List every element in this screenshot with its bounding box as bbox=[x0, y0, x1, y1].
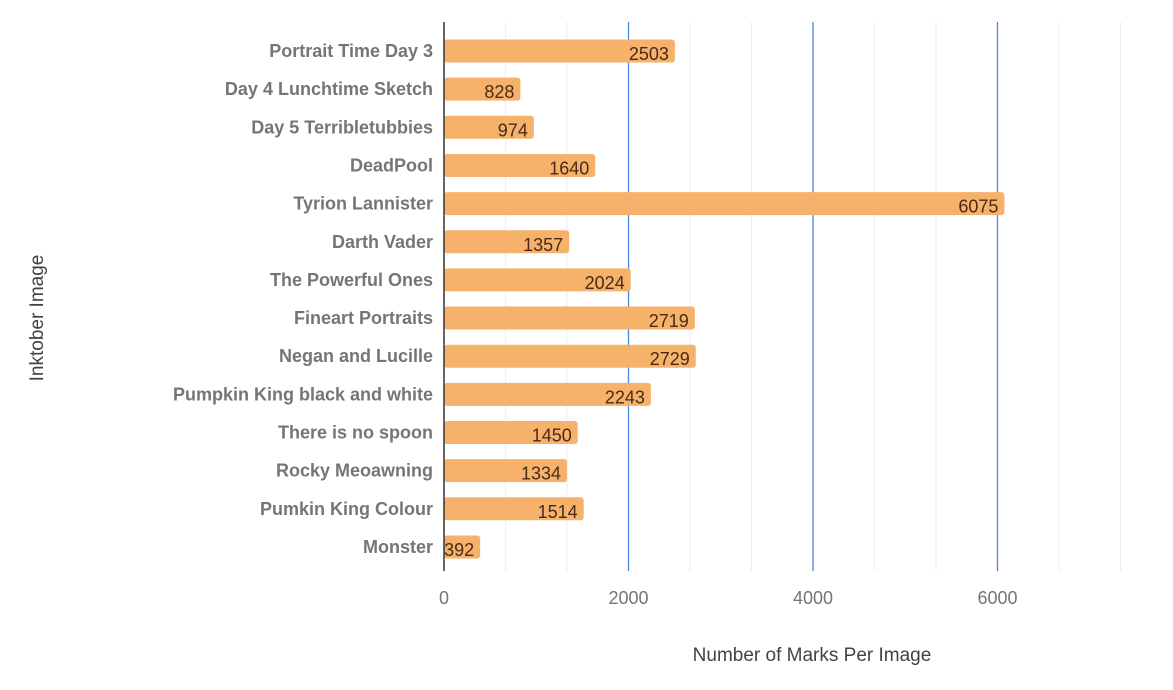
category-label: Portrait Time Day 3 bbox=[269, 41, 433, 61]
category-label: Rocky Meoawning bbox=[276, 461, 433, 481]
category-label: DeadPool bbox=[350, 155, 433, 175]
bar bbox=[444, 421, 578, 444]
data-label: 1334 bbox=[521, 464, 561, 484]
category-label: Tyrion Lannister bbox=[293, 194, 433, 214]
category-label: The Powerful Ones bbox=[270, 270, 433, 290]
x-tick-label: 6000 bbox=[977, 588, 1017, 608]
category-label: Monster bbox=[363, 537, 433, 557]
category-label: Darth Vader bbox=[332, 232, 433, 252]
grid-layer bbox=[505, 22, 1122, 571]
data-label: 828 bbox=[484, 82, 514, 102]
x-tick-label: 2000 bbox=[608, 588, 648, 608]
bar bbox=[444, 230, 570, 254]
bar bbox=[444, 153, 596, 177]
bar bbox=[444, 382, 651, 406]
bar bbox=[444, 115, 534, 139]
data-label: 1640 bbox=[549, 158, 589, 178]
axis-layer: 0 2000 4000 6000 bbox=[439, 22, 1018, 608]
category-label: There is no spoon bbox=[278, 423, 433, 443]
label-layer: Portrait Time Day 3 2503 Day 4 Lunchtime S… bbox=[173, 41, 998, 560]
bar bbox=[444, 268, 631, 292]
category-label: Day 5 Terribletubbies bbox=[251, 117, 433, 137]
y-axis-title: Inktober Image bbox=[27, 255, 48, 382]
data-label: 1450 bbox=[532, 426, 572, 446]
category-label: Pumkin King Colour bbox=[260, 499, 433, 519]
data-label: 1357 bbox=[523, 235, 563, 255]
data-label: 2024 bbox=[585, 273, 625, 293]
data-label: 2243 bbox=[605, 387, 645, 407]
data-label: 392 bbox=[444, 540, 474, 560]
bar bbox=[444, 306, 695, 330]
data-label: 1514 bbox=[538, 502, 578, 522]
x-tick-label: 4000 bbox=[793, 588, 833, 608]
category-label: Day 4 Lunchtime Sketch bbox=[225, 79, 433, 99]
x-axis-title: Number of Marks Per Image bbox=[693, 645, 932, 666]
x-tick-label: 0 bbox=[439, 588, 449, 608]
bar bbox=[444, 39, 675, 63]
bar bbox=[444, 77, 521, 101]
data-label: 974 bbox=[498, 120, 528, 140]
bar bbox=[444, 192, 1005, 216]
bar-layer bbox=[444, 39, 1005, 559]
data-label: 2503 bbox=[629, 44, 669, 64]
bar bbox=[444, 497, 584, 521]
category-label: Pumpkin King black and white bbox=[173, 384, 433, 404]
data-label: 2729 bbox=[650, 349, 690, 369]
data-label: 2719 bbox=[649, 311, 689, 331]
category-label: Negan and Lucille bbox=[279, 346, 433, 366]
bar bbox=[444, 535, 481, 559]
bar bbox=[444, 459, 568, 483]
category-label: Fineart Portraits bbox=[294, 308, 433, 328]
data-label: 6075 bbox=[958, 197, 998, 217]
bar bbox=[444, 344, 696, 368]
